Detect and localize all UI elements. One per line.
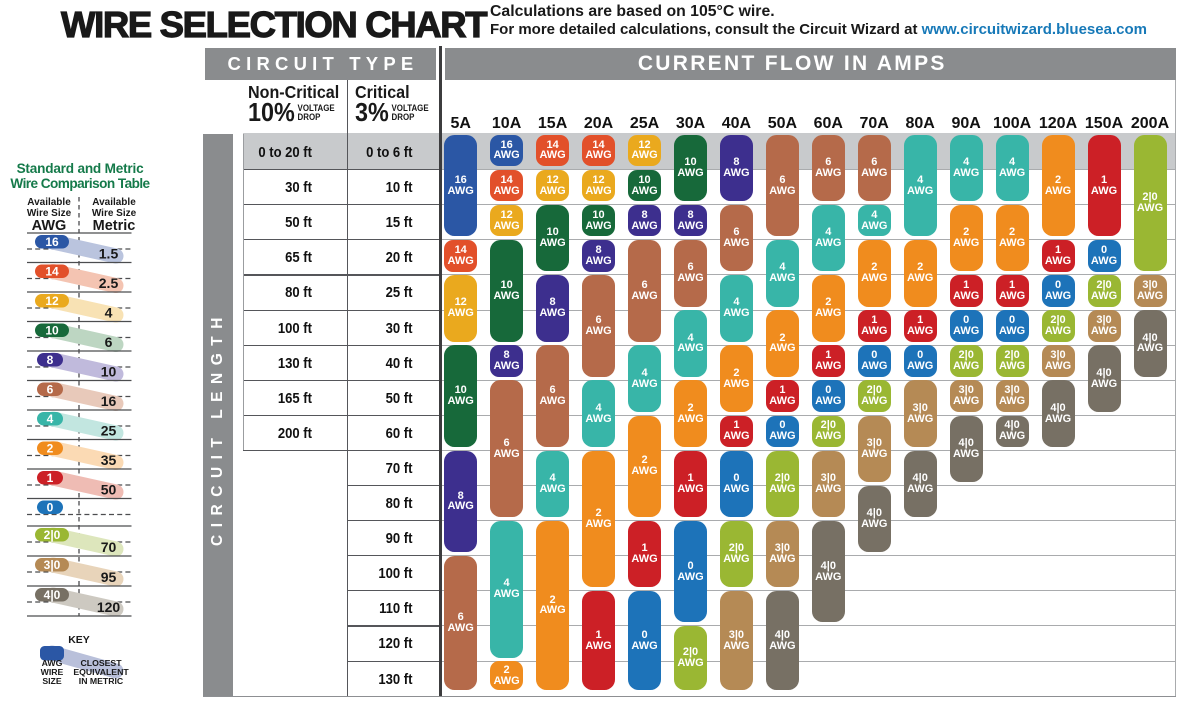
svg-text:8: 8 (47, 353, 54, 367)
svg-text:50: 50 (101, 482, 117, 498)
svg-text:1.5: 1.5 (99, 246, 119, 262)
svg-text:Available: Available (27, 197, 71, 208)
svg-text:16: 16 (45, 235, 59, 249)
svg-text:12: 12 (45, 294, 59, 308)
svg-text:10: 10 (45, 324, 59, 338)
svg-text:6: 6 (47, 383, 54, 397)
svg-text:IN METRIC: IN METRIC (79, 676, 124, 686)
svg-text:Metric: Metric (93, 218, 136, 234)
svg-text:95: 95 (101, 569, 117, 585)
svg-text:EQUIVALENT: EQUIVALENT (73, 667, 129, 677)
svg-text:Standard and Metric: Standard and Metric (17, 161, 145, 176)
svg-text:CLOSEST: CLOSEST (80, 658, 122, 668)
svg-text:Wire Size: Wire Size (92, 208, 137, 219)
svg-text:WIRE: WIRE (41, 667, 64, 677)
svg-text:2|0: 2|0 (44, 528, 61, 542)
svg-text:4: 4 (105, 305, 113, 321)
svg-text:1: 1 (47, 471, 54, 485)
svg-text:KEY: KEY (68, 634, 90, 646)
svg-text:70: 70 (101, 539, 117, 555)
svg-text:0: 0 (47, 501, 54, 515)
svg-text:Available: Available (92, 197, 136, 208)
svg-text:4|0: 4|0 (44, 588, 61, 602)
svg-text:6: 6 (105, 334, 113, 350)
svg-text:2: 2 (47, 442, 54, 456)
svg-text:10: 10 (101, 364, 117, 380)
svg-text:2.5: 2.5 (99, 275, 119, 291)
svg-text:AWG: AWG (42, 658, 63, 668)
svg-text:Wire Size: Wire Size (27, 208, 72, 219)
svg-text:25: 25 (101, 423, 117, 439)
svg-text:14: 14 (45, 265, 59, 279)
svg-text:3|0: 3|0 (44, 558, 61, 572)
svg-text:4: 4 (47, 412, 54, 426)
svg-text:120: 120 (97, 599, 121, 615)
svg-text:AWG: AWG (32, 218, 67, 234)
svg-text:35: 35 (101, 452, 117, 468)
svg-text:16: 16 (101, 393, 117, 409)
svg-text:SIZE: SIZE (42, 676, 62, 686)
svg-text:Wire Comparison Table: Wire Comparison Table (10, 176, 150, 191)
